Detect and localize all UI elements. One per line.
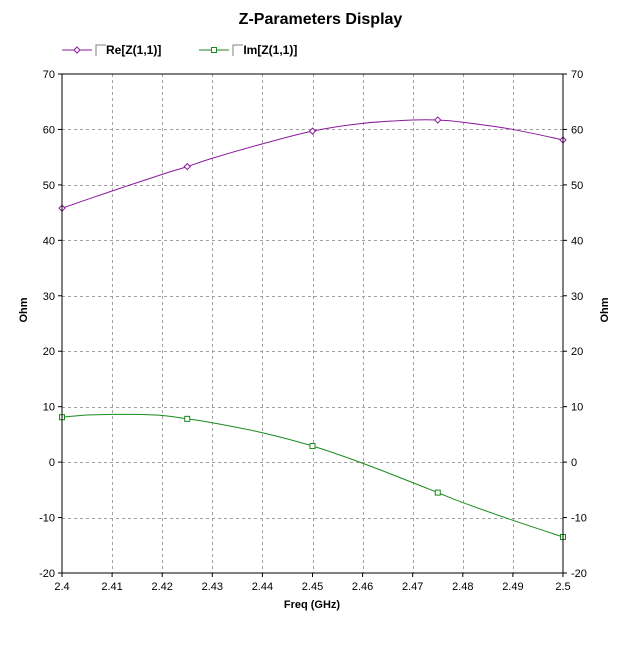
y-tick-label-right: 50 (571, 180, 583, 192)
series-line-1 (61, 413, 564, 538)
x-tick-label: 2.41 (101, 581, 122, 593)
y-tick-label-right: -20 (571, 568, 587, 580)
legend-item-re: Re[Z(1,1)] (62, 43, 161, 57)
series-marker-1 (434, 489, 441, 496)
chart-title: Z-Parameters Display (238, 11, 403, 28)
y-tick-label-left: 30 (43, 291, 55, 303)
y-tick-label-right: 30 (571, 291, 583, 303)
x-tick-label: 2.43 (202, 581, 223, 593)
y-tick-label-right: 60 (571, 124, 583, 136)
y-tick-label-left: -20 (39, 568, 55, 580)
x-tick-label: 2.44 (252, 581, 273, 593)
plot-frame (61, 73, 564, 574)
y-tick-label-left: 60 (43, 124, 55, 136)
y-tick-label-left: -10 (39, 513, 55, 525)
y-tick-label-right: -10 (571, 513, 587, 525)
legend-label-im: Im[Z(1,1)] (243, 43, 298, 57)
x-tick-label: 2.42 (151, 581, 172, 593)
legend: Re[Z(1,1)] Im[Z(1,1)] (62, 42, 335, 58)
y-tick-label-left: 10 (43, 402, 55, 414)
x-tick-label: 2.47 (402, 581, 423, 593)
series-marker-0 (308, 127, 317, 135)
y-tick-label-left: 20 (43, 346, 55, 358)
x-tick-label: 2.4 (54, 581, 69, 593)
series-marker-1 (184, 415, 191, 422)
y-tick-label-right: 0 (571, 457, 577, 469)
series-marker-0 (183, 162, 191, 171)
legend-label-re: Re[Z(1,1)] (106, 43, 162, 57)
y-tick-label-left: 0 (49, 457, 55, 469)
y-tick-label-left: 40 (43, 235, 55, 247)
x-axis-label: Freq (GHz) (284, 599, 341, 611)
x-tick-label: 2.49 (502, 581, 523, 593)
y-tick-label-left: 70 (43, 69, 55, 81)
x-tick-label: 2.5 (555, 581, 570, 593)
legend-swatch-re-icon (62, 44, 106, 56)
legend-item-im: Im[Z(1,1)] (199, 43, 297, 57)
y-axis-label-left: Ohm (18, 297, 30, 322)
x-tick-label: 2.46 (352, 581, 373, 593)
y-tick-label-left: 50 (43, 180, 55, 192)
x-tick-label: 2.45 (302, 581, 323, 593)
series-marker-1 (309, 443, 316, 450)
series-marker-0 (434, 116, 442, 124)
y-tick-label-right: 70 (571, 69, 583, 81)
y-tick-label-right: 20 (571, 346, 583, 358)
tick-labels: 2.4 2.41 2.42 2.43 2.44 2.45 2.46 2.47 2.48 2.49 2… (39, 69, 587, 593)
y-tick-label-right: 40 (571, 235, 583, 247)
y-axis-label-right: Ohm (599, 297, 611, 322)
series-layer (58, 116, 567, 540)
x-tick-label: 2.48 (452, 581, 473, 593)
grid (62, 74, 563, 573)
legend-swatch-im-icon (199, 44, 244, 56)
y-tick-label-right: 10 (571, 402, 583, 414)
